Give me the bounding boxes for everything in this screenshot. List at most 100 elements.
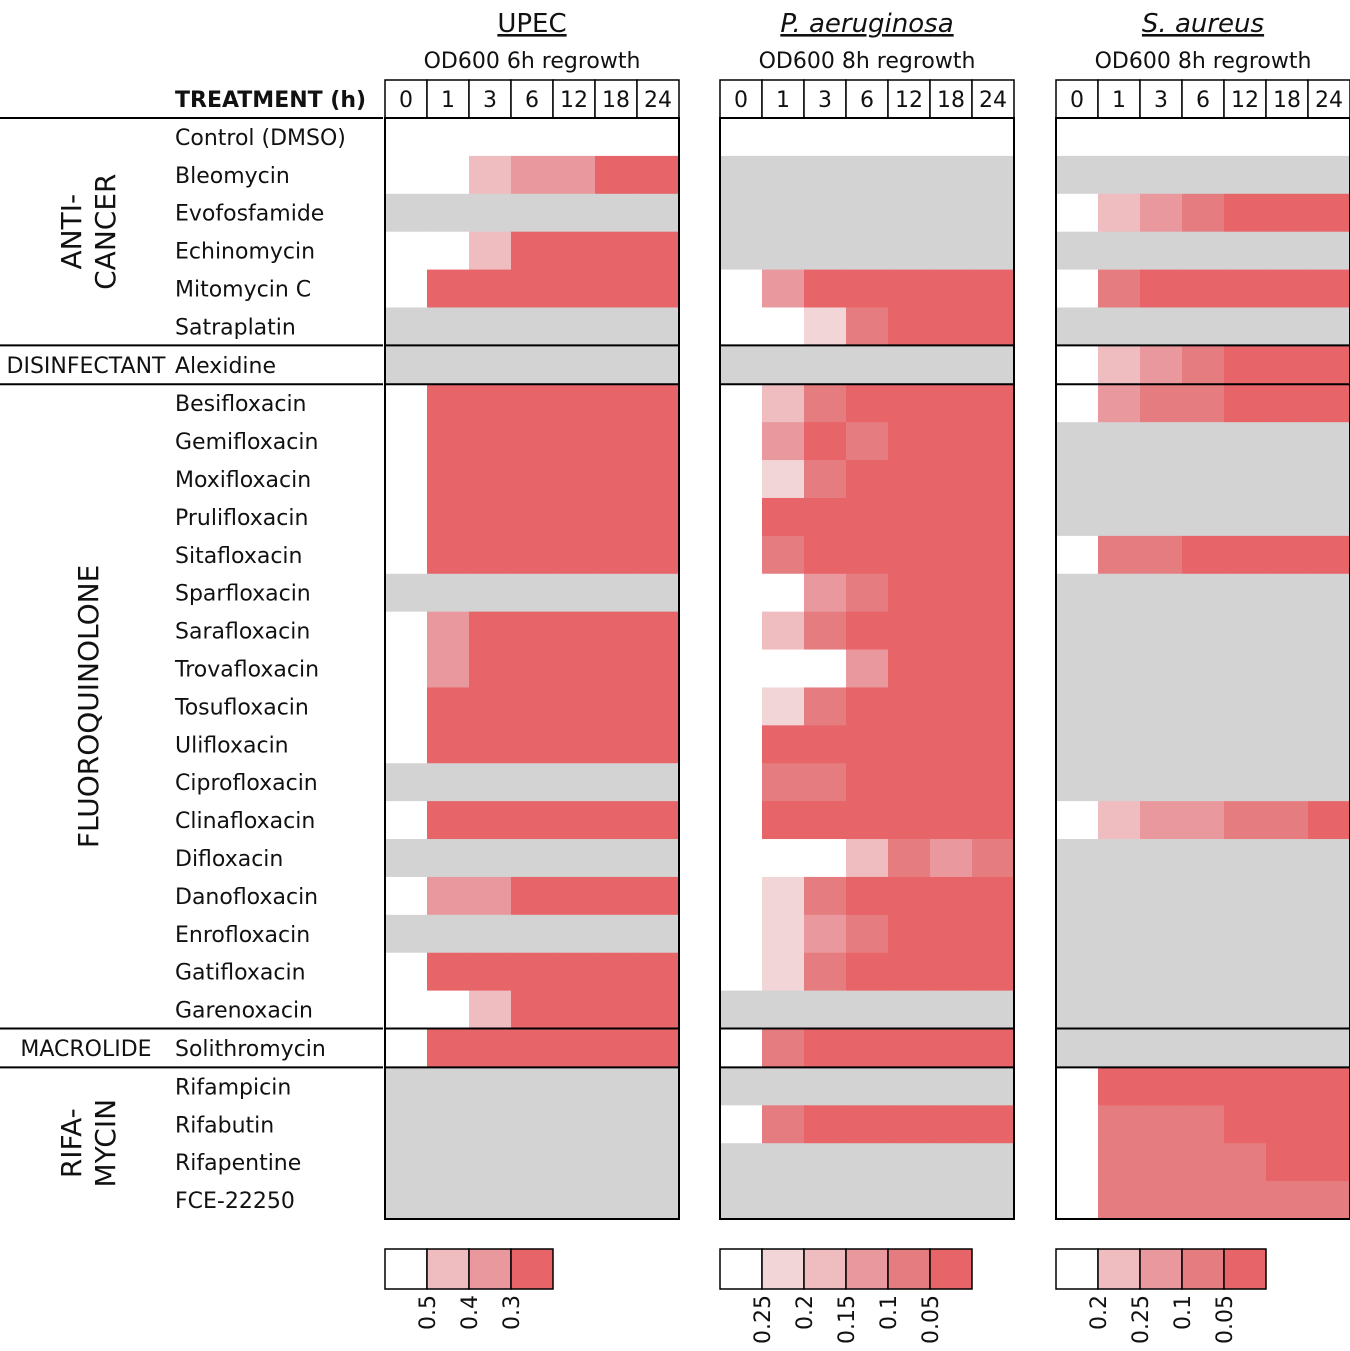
heatmap-cell [972,1143,1015,1182]
heatmap-cell [427,422,470,461]
heatmap-cell [762,497,805,537]
row-label-bleomycin: Bleomycin [175,164,290,189]
heatmap-cell [930,1181,973,1220]
heatmap-cell [762,1181,805,1220]
heatmap-cell [720,269,763,308]
heatmap-cell [385,839,428,878]
row-label-rifampicin: Rifampicin [175,1075,291,1100]
heatmap-cell [1182,231,1225,271]
heatmap-cell [762,231,805,271]
row-label-moxifloxacin: Moxifloxacin [175,468,311,493]
heatmap-cell [762,155,805,195]
group-label-macrolide: MACROLIDE [20,1037,151,1062]
heatmap-cell [1224,1105,1267,1144]
heatmap-cell [930,839,973,878]
time-header-cell [971,79,1015,119]
heatmap-cell [1056,649,1099,688]
heatmap-cell [888,269,931,308]
heatmap-cell [1056,801,1099,840]
panel-subtitle: OD600 8h regrowth [1095,49,1312,74]
heatmap-cell [1266,687,1309,726]
heatmap-cell [385,1181,428,1220]
heatmap-cell [637,1067,680,1106]
heatmap-cell [511,1143,554,1182]
heatmap-cell [762,914,805,954]
heatmap-cell [720,649,763,688]
row-label-alexidine: Alexidine [175,354,276,379]
heatmap-cell [972,422,1015,461]
heatmap-cell [469,384,512,423]
heatmap-cell [720,231,763,271]
row-labels-layer: TREATMENT (h) Control (DMSO) Bleomycin Evof… [0,88,383,1214]
heatmap-cell [427,1028,470,1068]
time-header-cell [468,79,512,119]
heatmap-cell [720,952,763,992]
heatmap-cell [385,876,428,916]
heatmap-cell [427,839,470,878]
row-label-satraplatin: Satraplatin [175,315,296,340]
heatmap-cell [553,1105,596,1144]
group-label-line: CANCER [89,174,122,290]
heatmap-cell [427,649,470,688]
heatmap-cell [1056,231,1099,271]
heatmap-cell [1056,611,1099,651]
heatmap-cell [972,384,1015,423]
heatmap-cell [385,155,428,195]
heatmap-cell [469,1067,512,1106]
heatmap-cell [1098,460,1141,499]
heatmap-cell [469,155,512,195]
heatmap-cell [1308,1143,1350,1182]
heatmap-cell [1266,876,1309,916]
heatmap-cell [469,1143,512,1182]
heatmap-cell [1308,231,1350,271]
heatmap-cell [511,1105,554,1144]
legend-label: 0.5 [416,1295,441,1330]
legend-label: 0.05 [919,1295,944,1344]
heatmap-cell [1140,611,1183,651]
heatmap-cell [972,611,1015,651]
heatmap-cell [1098,155,1141,195]
row-label-difloxacin: Difloxacin [175,847,283,872]
heatmap-cell [1266,611,1309,651]
heatmap-cell [846,422,889,461]
heatmap-cell [972,763,1015,802]
heatmap-cell [1140,839,1183,878]
heatmap-cell [637,422,680,461]
heatmap-cell [720,497,763,537]
time-header-cell [1139,79,1183,119]
heatmap-cell [595,307,638,346]
heatmap-cell [637,990,680,1030]
heatmap-cell [1098,535,1141,575]
time-tick-12: 12 [895,88,923,113]
heatmap-cell [553,990,596,1030]
heatmap-cell [1182,1028,1225,1068]
row-label-ulifloxacin: Ulifloxacin [175,733,289,758]
heatmap-cell [1224,1067,1267,1106]
heatmap-cell [720,839,763,878]
heatmap-cell [595,1105,638,1144]
legend-label: 0.15 [835,1295,860,1344]
heatmap-cell [804,914,847,954]
heatmap-cell [762,649,805,688]
time-header-cell [761,79,805,119]
group-label-line: RIFA- [55,1108,88,1178]
heatmap-cell [1224,422,1267,461]
heatmap-cell [930,763,973,802]
heatmap-cell [1098,269,1141,308]
heatmap-cell [469,914,512,954]
heatmap-cell [385,649,428,688]
heatmap-cell [637,1105,680,1144]
heatmap-cell [930,384,973,423]
heatmap-cell [930,725,973,764]
heatmap-cell [1308,1105,1350,1144]
group-label-disinfectant: DISINFECTANT [7,354,166,379]
heatmap-cell [385,1143,428,1182]
time-header-cell [552,79,596,119]
heatmap-cell [1140,1143,1183,1182]
heatmap-cell [720,763,763,802]
heatmap-cell [553,307,596,346]
heatmap-cell [804,1181,847,1220]
heatmap-cell [1308,611,1350,651]
heatmap-cell [1266,649,1309,688]
heatmap-cell [1056,876,1099,916]
